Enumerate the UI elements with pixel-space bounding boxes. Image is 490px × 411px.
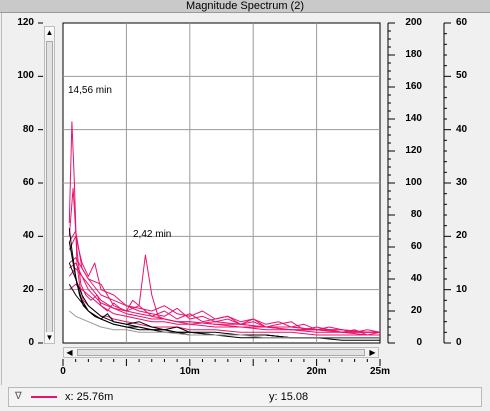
- legend-line-sample: [31, 396, 57, 398]
- vertical-scroll-thumb[interactable]: [46, 41, 53, 333]
- series-line-6: [68, 262, 381, 336]
- y-axis-tick-label: 100: [17, 70, 34, 82]
- annotation-peak-1: 14,56 min: [68, 85, 112, 96]
- series-line-8: [68, 283, 380, 336]
- x-axis-tick-label: 25m: [369, 366, 390, 377]
- status-bar: ∇ x: 25.76m y: 15.08: [8, 387, 482, 407]
- vertical-scrollbar[interactable]: ▲ ▼: [44, 26, 55, 344]
- secondary-axis-tick-label: 140: [405, 113, 422, 124]
- secondary-axis-tick-label: 180: [405, 49, 422, 60]
- secondary-axis-tick-label: 20: [410, 305, 422, 316]
- secondary-axis-tick-label: 60: [410, 241, 422, 252]
- x-readout: x: 25.76m: [65, 391, 114, 403]
- secondary-axis-tick-label: 0: [416, 337, 422, 348]
- annotation-peak-2: 2,42 min: [133, 229, 171, 240]
- tertiary-axis-tick-label: 50: [456, 70, 468, 82]
- window-title: Magnitude Spectrum (2): [186, 0, 304, 12]
- y-axis-tick-label: 0: [28, 337, 34, 348]
- horizontal-scroll-thumb[interactable]: [77, 349, 365, 356]
- scroll-up-arrow-icon[interactable]: ▲: [45, 27, 54, 38]
- series-line-1: [68, 121, 380, 336]
- scroll-down-arrow-icon[interactable]: ▼: [45, 332, 54, 343]
- x-axis-tick-label: 20m: [306, 366, 327, 377]
- secondary-axis-tick-label: 100: [405, 177, 422, 188]
- y-axis-tick-label: 60: [22, 177, 34, 188]
- scroll-left-arrow-icon[interactable]: ◀: [66, 348, 73, 357]
- secondary-axis-tick-label: 40: [410, 273, 422, 284]
- tertiary-axis-tick-label: 10: [456, 283, 468, 295]
- secondary-axis-tick-label: 200: [405, 17, 422, 28]
- y-axis-tick-label: 40: [22, 230, 34, 242]
- x-axis-tick-label: 0: [60, 366, 66, 377]
- y-axis-tick-label: 20: [22, 283, 34, 295]
- tertiary-axis-tick-label: 20: [456, 230, 468, 242]
- series-line-7: [68, 267, 380, 333]
- secondary-axis-tick-label: 120: [405, 145, 422, 156]
- y-readout: y: 15.08: [269, 391, 309, 403]
- horizontal-scrollbar[interactable]: ◀ ▶: [63, 347, 379, 358]
- secondary-axis-tick-label: 160: [405, 81, 422, 92]
- tertiary-axis-tick-label: 60: [456, 17, 468, 28]
- x-axis-tick-label: 10m: [179, 366, 200, 377]
- tertiary-axis-tick-label: 30: [456, 177, 468, 188]
- y-axis-tick-label: 80: [22, 123, 34, 135]
- y-axis-tick-label: 120: [17, 17, 34, 28]
- scroll-right-arrow-icon[interactable]: ▶: [369, 348, 376, 357]
- window-titlebar[interactable]: Magnitude Spectrum (2): [0, 0, 490, 13]
- legend-toggle-icon[interactable]: ∇: [15, 391, 22, 402]
- secondary-axis-tick-label: 80: [410, 209, 422, 220]
- tertiary-axis-tick-label: 40: [456, 123, 468, 135]
- tertiary-axis-tick-label: 0: [456, 337, 462, 348]
- series-line-13: [68, 310, 380, 339]
